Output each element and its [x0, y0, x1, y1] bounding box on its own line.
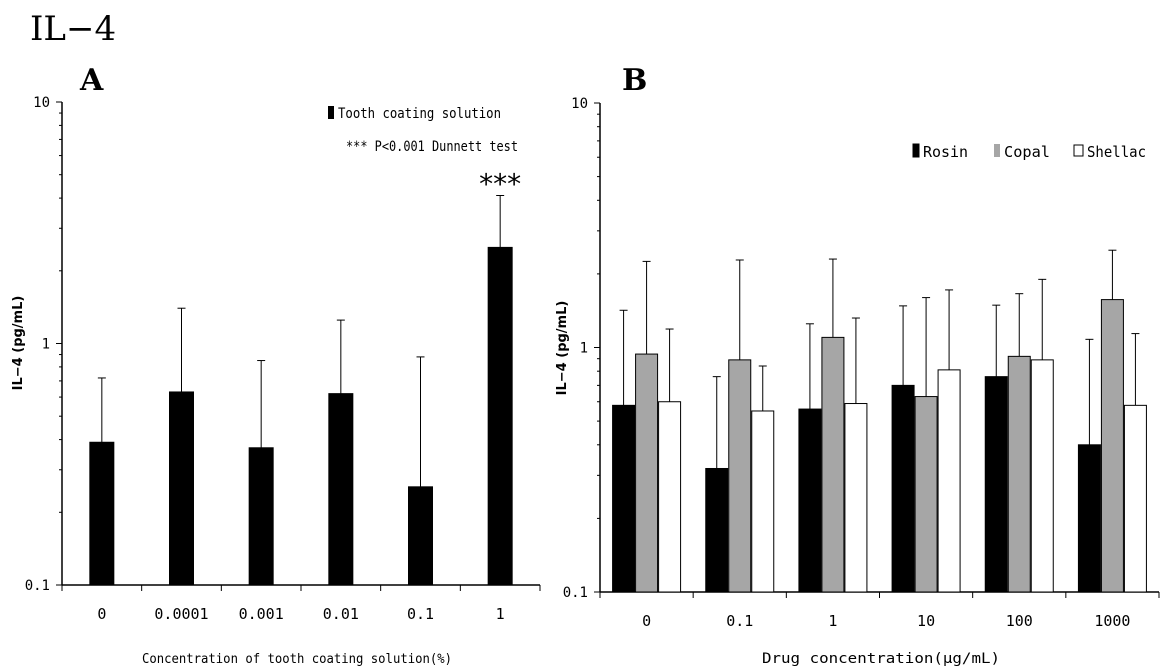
bar-tooth-coating-solution [248, 447, 274, 586]
y-tick-label: 10 [33, 95, 50, 111]
x-tick-label: 0.1 [726, 612, 753, 630]
x-tick-label: 0 [97, 605, 106, 623]
legend-note-dunnett: *** P<0.001 Dunnett test [346, 139, 518, 155]
y-tick-label: 1 [42, 337, 50, 353]
legend-swatch-tooth-coating [328, 106, 334, 119]
bar-copal [1100, 299, 1124, 593]
legend-label-rosin: Rosin [923, 143, 968, 161]
bar-copal [728, 359, 752, 593]
x-tick-label: 1000 [1094, 612, 1130, 630]
bar-tooth-coating-solution [328, 393, 354, 586]
significance-annotation: *** [479, 168, 521, 201]
panel-a: A IL−4 (pg/mL) Concentration of tooth co… [11, 63, 541, 667]
bar-rosin [984, 376, 1008, 593]
legend-swatch-shellac [1073, 144, 1084, 157]
y-tick-label: 10 [571, 96, 588, 112]
figure-title: IL−4 [30, 9, 116, 49]
bar-rosin [1077, 444, 1101, 593]
panel-b: B IL−4 (pg/mL) Drug concentration(μg/mL)… [555, 63, 1160, 667]
x-tick-label: 10 [917, 612, 935, 630]
bar-shellac [658, 401, 682, 593]
x-tick-label: 0.0001 [154, 605, 208, 623]
bar-rosin [612, 404, 636, 593]
legend-swatch-copal [994, 144, 1000, 157]
panel-a-legend: Tooth coating solution *** P<0.001 Dunne… [328, 106, 518, 155]
legend-label-tooth-coating: Tooth coating solution [338, 106, 501, 122]
y-tick-label: 1 [580, 341, 588, 357]
bar-tooth-coating-solution [408, 486, 433, 586]
x-tick-label: 0.1 [407, 605, 434, 623]
x-tick-label: 1 [496, 605, 505, 623]
panel-b-bars [612, 249, 1147, 593]
y-tick-label: 0.1 [563, 585, 588, 601]
panel-b-xlabel: Drug concentration(μg/mL) [762, 651, 1000, 667]
legend-label-copal: Copal [1004, 143, 1050, 161]
x-tick-label: 0.01 [323, 605, 359, 623]
bar-rosin [798, 408, 822, 593]
y-tick-label: 0.1 [25, 578, 50, 594]
panel-a-label: A [79, 63, 104, 98]
legend-swatch-rosin [912, 143, 920, 158]
bar-shellac [937, 369, 961, 593]
bar-rosin [891, 384, 915, 593]
bar-tooth-coating-solution [89, 441, 115, 586]
panel-b-label: B [622, 63, 647, 98]
bar-tooth-coating-solution [169, 391, 194, 586]
panel-a-xlabel: Concentration of tooth coating solution(… [142, 652, 452, 667]
panel-a-bars: *** [89, 168, 521, 586]
bar-shellac [751, 410, 775, 593]
panel-a-axes: 0.1 1 10 0 0.0001 0.001 0.01 0.1 1 [25, 95, 541, 623]
bar-tooth-coating-solution [487, 246, 513, 586]
x-tick-label: 0.001 [239, 605, 284, 623]
panel-a-ylabel: IL−4 (pg/mL) [11, 296, 26, 391]
bar-shellac [1123, 404, 1147, 593]
panel-b-legend: Rosin Copal Shellac [912, 143, 1146, 161]
x-tick-label: 100 [1006, 612, 1033, 630]
bar-copal [1007, 355, 1031, 593]
bar-shellac [1030, 359, 1054, 593]
x-tick-label: 1 [828, 612, 837, 630]
bar-shellac [844, 403, 868, 593]
bar-copal [914, 396, 938, 593]
legend-label-shellac: Shellac [1087, 143, 1146, 161]
x-tick-label: 0 [642, 612, 651, 630]
bar-rosin [705, 467, 729, 593]
bar-copal [821, 336, 845, 593]
bar-copal [635, 353, 659, 593]
panel-b-ylabel: IL−4 (pg/mL) [555, 301, 570, 396]
